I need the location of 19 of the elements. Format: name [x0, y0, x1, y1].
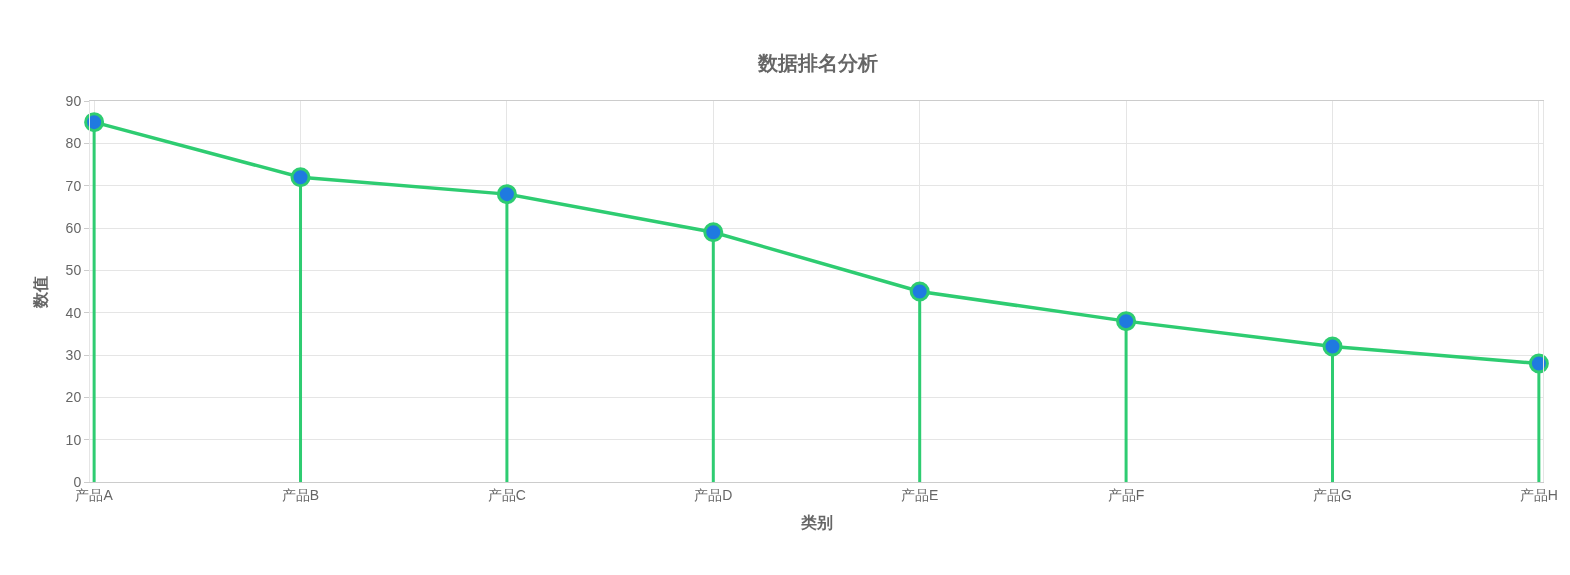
- y-tick-label: 50: [65, 262, 82, 279]
- chart-title: 数据排名分析: [756, 52, 878, 75]
- y-tick-label: 80: [65, 135, 82, 152]
- y-tick-label: 20: [65, 389, 82, 406]
- y-tick-label: 90: [65, 92, 82, 109]
- y-tick-label: 40: [65, 304, 82, 321]
- x-tick-label: 产品D: [694, 486, 733, 503]
- x-tick-label: 产品H: [1519, 486, 1558, 503]
- y-axis-title: 数值: [31, 275, 49, 309]
- x-tick-label: 产品G: [1313, 486, 1352, 503]
- y-tick-label: 30: [65, 346, 82, 363]
- y-tick-label: 10: [65, 431, 82, 448]
- y-tick-label: 70: [65, 177, 82, 194]
- x-tick-label: 产品F: [1107, 486, 1145, 503]
- x-axis-title: 类别: [799, 514, 833, 532]
- x-tick-label: 产品C: [487, 486, 526, 503]
- y-tick-label: 60: [65, 219, 82, 236]
- x-tick-label: 产品B: [281, 486, 320, 503]
- x-tick-label: 产品E: [901, 486, 939, 503]
